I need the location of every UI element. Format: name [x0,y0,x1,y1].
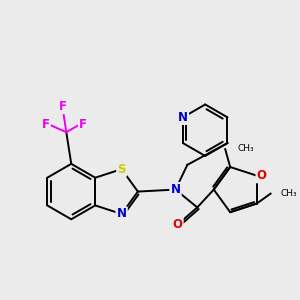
Text: N: N [178,111,188,124]
Text: F: F [79,118,87,131]
Text: N: N [170,183,181,196]
Text: CH₃: CH₃ [237,144,254,153]
Text: O: O [257,169,267,182]
Text: CH₃: CH₃ [280,189,297,198]
Text: F: F [59,100,67,113]
Text: O: O [172,218,182,231]
Text: F: F [41,118,50,131]
Text: N: N [117,208,127,220]
Text: S: S [117,163,126,176]
